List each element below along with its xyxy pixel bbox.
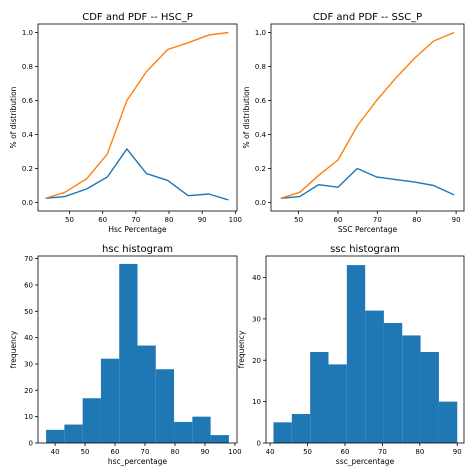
chart-title: hsc histogram (102, 244, 173, 255)
x-tick-label: 80 (412, 216, 421, 224)
x-tick-label: 80 (165, 216, 174, 224)
histogram-bar (46, 429, 65, 443)
histogram-bar (273, 422, 292, 443)
pdf-line (280, 167, 455, 199)
y-tick-label: 0.0 (22, 199, 33, 207)
x-tick-label: 100 (229, 216, 242, 224)
x-tick-label: 40 (51, 448, 60, 456)
x-tick-label: 50 (81, 448, 90, 456)
histogram-bar (155, 369, 175, 443)
x-tick-label: 90 (452, 216, 461, 224)
x-tick-label: 60 (341, 448, 350, 456)
pdf-line (45, 148, 229, 201)
y-tick-label: 40 (24, 334, 33, 342)
histogram-bar (119, 263, 138, 443)
x-tick-label: 90 (453, 448, 462, 456)
y-tick-label: 40 (252, 274, 261, 282)
histogram-bar (64, 424, 83, 443)
y-tick-label: 0.6 (255, 97, 267, 105)
histogram-bar (328, 364, 347, 443)
axes-frame (37, 255, 238, 444)
histogram-bar (383, 323, 403, 443)
y-tick-label: 20 (24, 387, 33, 395)
y-tick-label: 10 (252, 398, 261, 406)
histogram-bar (82, 398, 101, 443)
x-tick-label: 80 (171, 448, 180, 456)
y-tick-label: 0 (257, 440, 261, 448)
x-tick-label: 90 (200, 448, 209, 456)
y-axis-label: % of distribution (242, 86, 251, 148)
x-axis-label: Hsc Percentage (108, 225, 167, 234)
histogram-bar (438, 401, 458, 443)
x-tick-label: 70 (373, 216, 382, 224)
x-tick-label: 60 (111, 448, 120, 456)
histogram-bar (100, 358, 120, 443)
chart-cdf-pdf-ssc: CDF and PDF -- SSC_P SSC Percentage % of… (242, 12, 465, 234)
x-tick-label: 80 (415, 448, 424, 456)
x-tick-label: 60 (98, 216, 107, 224)
y-tick-label: 0.8 (255, 63, 266, 71)
y-tick-label: 1.0 (255, 29, 266, 37)
histogram-bar (192, 416, 211, 443)
y-tick-label: 0.0 (255, 199, 266, 207)
histogram-bar (137, 345, 156, 443)
y-tick-label: 0 (29, 440, 33, 448)
x-tick-label: 70 (378, 448, 387, 456)
chart-title: CDF and PDF -- HSC_P (82, 12, 193, 23)
y-tick-label: 30 (252, 315, 261, 323)
y-tick-label: 0.2 (255, 165, 266, 173)
chart-ssc-histogram: ssc histogram ssc_percentage frequency 4… (237, 244, 465, 466)
histogram-bar (346, 265, 366, 443)
cdf-line (45, 31, 229, 199)
y-tick-label: 70 (24, 255, 33, 263)
axes-frame (37, 23, 238, 212)
y-tick-label: 50 (24, 308, 33, 316)
x-tick-label: 50 (65, 216, 74, 224)
y-axis-label: frequency (9, 330, 18, 368)
y-tick-label: 10 (24, 413, 33, 421)
histogram-bar (210, 435, 229, 443)
chart-title: CDF and PDF -- SSC_P (313, 12, 422, 23)
y-tick-label: 30 (24, 360, 33, 368)
x-tick-label: 50 (303, 448, 312, 456)
axes-frame (265, 255, 465, 444)
histogram-bar (402, 335, 421, 443)
y-tick-label: 0.6 (22, 97, 34, 105)
y-axis-label: % of distribution (9, 86, 18, 148)
cdf-line (280, 31, 455, 199)
x-tick-label: 70 (141, 448, 150, 456)
x-tick-label: 90 (198, 216, 207, 224)
y-tick-label: 0.2 (22, 165, 33, 173)
histogram-bar (420, 351, 439, 443)
x-axis-label: SSC Percentage (338, 225, 398, 234)
histogram-bar (310, 351, 329, 443)
y-tick-label: 0.8 (22, 63, 33, 71)
y-tick-label: 60 (24, 281, 33, 289)
x-tick-label: 70 (131, 216, 140, 224)
axes-frame (270, 23, 465, 212)
histogram-bar (291, 414, 311, 443)
y-tick-label: 1.0 (22, 29, 33, 37)
chart-hsc-histogram: hsc histogram hsc_percentage frequency 4… (9, 244, 242, 466)
x-tick-label: 40 (266, 448, 275, 456)
y-tick-label: 0.4 (22, 131, 34, 139)
histogram-bar (174, 421, 193, 443)
chart-cdf-pdf-hsc: CDF and PDF -- HSC_P Hsc Percentage % of… (9, 12, 242, 234)
x-tick-label: 60 (333, 216, 342, 224)
x-tick-label: 50 (294, 216, 303, 224)
y-tick-label: 0.4 (255, 131, 267, 139)
y-tick-label: 20 (252, 357, 261, 365)
x-tick-label: 100 (228, 448, 241, 456)
y-axis-label: frequency (237, 330, 246, 368)
histogram-bar (365, 310, 384, 443)
x-axis-label: hsc_percentage (108, 457, 168, 466)
chart-title: ssc histogram (330, 244, 400, 255)
x-axis-label: ssc_percentage (336, 457, 395, 466)
